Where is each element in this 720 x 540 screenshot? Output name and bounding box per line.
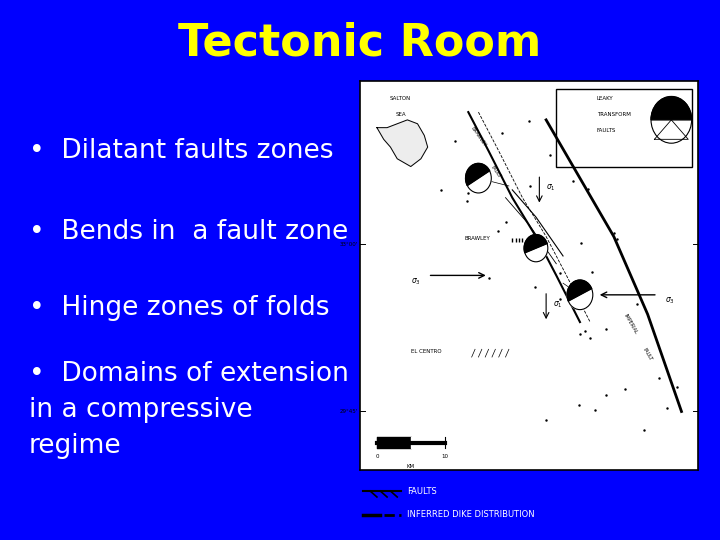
Wedge shape (567, 280, 592, 301)
Text: KM: KM (407, 464, 415, 469)
Text: 10: 10 (441, 454, 448, 459)
Text: SALTON: SALTON (390, 97, 411, 102)
Text: 33°00': 33°00' (340, 242, 359, 247)
Wedge shape (651, 97, 692, 120)
Text: BRAWLEY: BRAWLEY (469, 126, 487, 148)
Text: Tectonic Room: Tectonic Room (179, 22, 541, 65)
Circle shape (524, 234, 548, 262)
Text: •  Bends in  a fault zone: • Bends in a fault zone (29, 219, 348, 245)
Text: SEA: SEA (395, 112, 406, 117)
Text: BRAWLEY: BRAWLEY (465, 237, 490, 241)
Text: LEAKY: LEAKY (597, 97, 613, 102)
Text: •  Hinge zones of folds: • Hinge zones of folds (29, 295, 329, 321)
Text: TRANSFORM: TRANSFORM (597, 112, 631, 117)
Text: $\sigma_1$: $\sigma_1$ (553, 300, 562, 310)
Text: FAULTS: FAULTS (597, 127, 616, 132)
Text: 0: 0 (375, 454, 379, 459)
Text: EL CENTRO: EL CENTRO (410, 349, 441, 354)
Wedge shape (524, 234, 547, 253)
Text: •  Dilatant faults zones: • Dilatant faults zones (29, 138, 333, 164)
Text: $\sigma_3$: $\sigma_3$ (665, 295, 675, 306)
Text: $\sigma_1$: $\sigma_1$ (546, 183, 556, 193)
Text: FAULT: FAULT (642, 347, 653, 362)
Bar (557, 89, 692, 166)
Text: •  Domains of extension
in a compressive
regime: • Domains of extension in a compressive … (29, 361, 348, 460)
Text: FAULT: FAULT (489, 165, 502, 179)
Text: $\sigma_3$: $\sigma_3$ (410, 276, 420, 287)
Text: INFERRED DIKE DISTRIBUTION: INFERRED DIKE DISTRIBUTION (408, 510, 535, 519)
Text: 29°45': 29°45' (340, 409, 359, 414)
Polygon shape (377, 120, 428, 166)
Circle shape (466, 164, 491, 193)
Wedge shape (466, 164, 490, 186)
Circle shape (567, 280, 593, 309)
Text: FAULTS: FAULTS (408, 487, 437, 496)
Text: IMPERIAL: IMPERIAL (623, 313, 639, 335)
